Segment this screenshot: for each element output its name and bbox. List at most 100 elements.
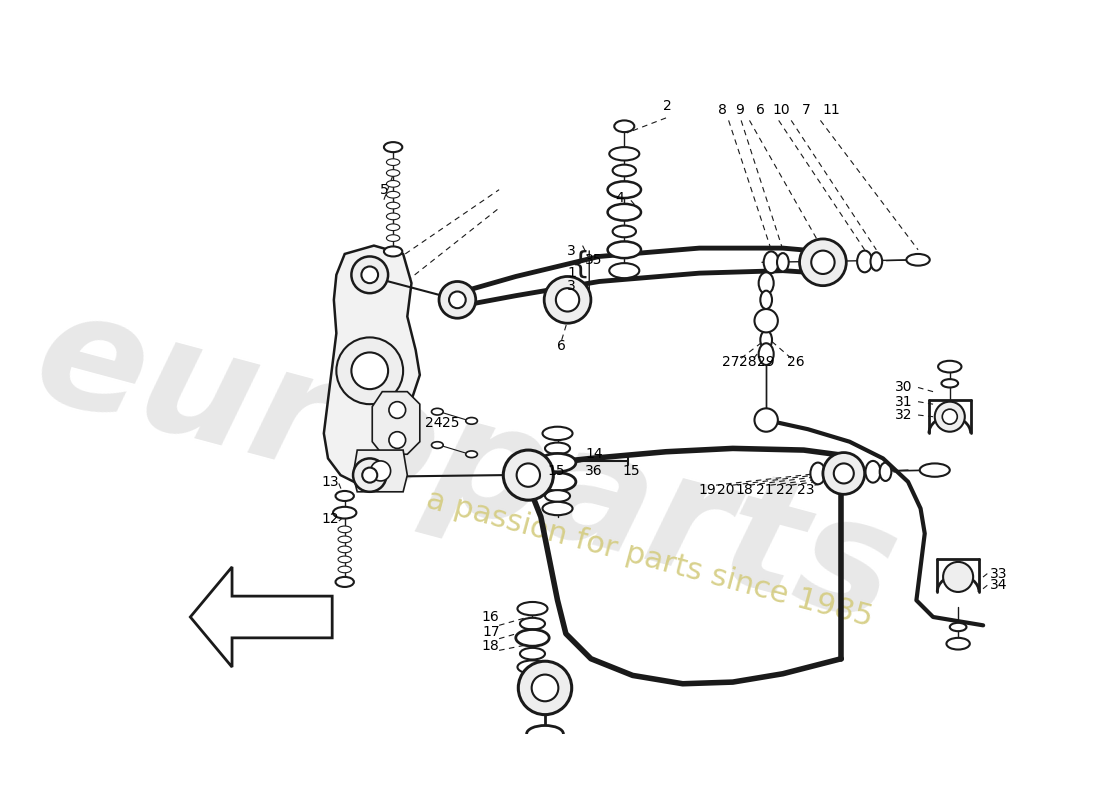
Circle shape: [337, 338, 403, 404]
Text: 7: 7: [802, 102, 811, 117]
Ellipse shape: [949, 623, 967, 631]
Text: 5: 5: [381, 182, 389, 197]
Circle shape: [823, 453, 865, 494]
Ellipse shape: [870, 252, 882, 270]
Text: europarts: europarts: [19, 278, 912, 656]
Ellipse shape: [386, 170, 399, 176]
Text: 30: 30: [894, 381, 912, 394]
Ellipse shape: [613, 165, 636, 176]
Text: 31: 31: [894, 394, 912, 409]
Circle shape: [800, 239, 846, 286]
Ellipse shape: [942, 379, 958, 387]
Ellipse shape: [906, 254, 930, 266]
Polygon shape: [323, 246, 420, 483]
Circle shape: [351, 257, 388, 293]
Ellipse shape: [539, 473, 576, 491]
Ellipse shape: [386, 191, 399, 198]
Text: 29: 29: [758, 355, 776, 370]
Text: 27: 27: [723, 355, 740, 370]
Ellipse shape: [517, 602, 548, 615]
Circle shape: [755, 408, 778, 432]
Ellipse shape: [938, 361, 961, 373]
Text: 18: 18: [482, 639, 499, 654]
Text: 6: 6: [756, 102, 764, 117]
Text: 33: 33: [990, 566, 1008, 581]
Text: 17: 17: [482, 625, 499, 639]
Circle shape: [755, 309, 778, 332]
Text: 19: 19: [698, 483, 716, 497]
Text: a passion for parts since 1985: a passion for parts since 1985: [422, 485, 876, 632]
Text: 21: 21: [756, 483, 773, 497]
Circle shape: [811, 250, 835, 274]
Ellipse shape: [609, 147, 639, 161]
Circle shape: [371, 461, 390, 481]
Ellipse shape: [338, 536, 351, 542]
Ellipse shape: [333, 507, 356, 518]
Ellipse shape: [520, 648, 544, 659]
Text: 22: 22: [776, 483, 793, 497]
Text: 2: 2: [663, 99, 672, 114]
Text: 8: 8: [718, 102, 727, 117]
Circle shape: [943, 562, 974, 592]
Text: 23: 23: [798, 483, 815, 497]
Circle shape: [362, 266, 378, 283]
Ellipse shape: [544, 490, 570, 502]
Ellipse shape: [613, 226, 636, 238]
Ellipse shape: [338, 526, 351, 533]
Ellipse shape: [539, 454, 576, 472]
Ellipse shape: [386, 234, 399, 242]
Text: {: {: [571, 250, 590, 278]
Ellipse shape: [763, 251, 779, 273]
Ellipse shape: [386, 181, 399, 187]
Circle shape: [362, 468, 377, 482]
Circle shape: [517, 463, 540, 486]
Ellipse shape: [823, 464, 835, 482]
Ellipse shape: [760, 290, 772, 309]
Ellipse shape: [880, 462, 891, 481]
Circle shape: [353, 458, 386, 492]
Ellipse shape: [517, 660, 548, 674]
Ellipse shape: [811, 462, 825, 484]
Ellipse shape: [542, 426, 572, 440]
Circle shape: [544, 277, 591, 323]
Text: 20: 20: [717, 483, 735, 497]
Ellipse shape: [384, 246, 403, 257]
Text: 11: 11: [823, 102, 840, 117]
Ellipse shape: [338, 546, 351, 553]
Ellipse shape: [431, 442, 443, 449]
Ellipse shape: [386, 202, 399, 209]
Circle shape: [518, 662, 572, 714]
Text: 36: 36: [585, 464, 603, 478]
Circle shape: [504, 450, 553, 500]
Text: 15: 15: [623, 464, 640, 478]
Text: 3: 3: [568, 245, 576, 258]
Text: 10: 10: [772, 102, 790, 117]
Polygon shape: [372, 392, 420, 454]
Ellipse shape: [607, 242, 641, 258]
Text: 24: 24: [426, 416, 443, 430]
Ellipse shape: [386, 213, 399, 220]
Text: 1: 1: [568, 266, 576, 280]
Ellipse shape: [386, 224, 399, 230]
Circle shape: [389, 402, 406, 418]
Circle shape: [351, 353, 388, 389]
Text: 12: 12: [321, 512, 339, 526]
Circle shape: [935, 402, 965, 432]
Ellipse shape: [760, 330, 772, 349]
Ellipse shape: [384, 142, 403, 152]
Text: 32: 32: [894, 408, 912, 422]
Ellipse shape: [542, 502, 572, 515]
Text: 14: 14: [585, 447, 603, 462]
Circle shape: [834, 463, 854, 483]
Text: 25: 25: [442, 416, 460, 430]
Ellipse shape: [520, 618, 544, 630]
Circle shape: [439, 282, 475, 318]
Ellipse shape: [544, 442, 570, 454]
Text: 3: 3: [568, 279, 576, 294]
Text: 13: 13: [321, 474, 339, 489]
Circle shape: [531, 674, 559, 702]
Text: 18: 18: [736, 483, 754, 497]
Ellipse shape: [857, 250, 872, 272]
Ellipse shape: [609, 263, 639, 278]
Text: 28: 28: [739, 355, 757, 370]
